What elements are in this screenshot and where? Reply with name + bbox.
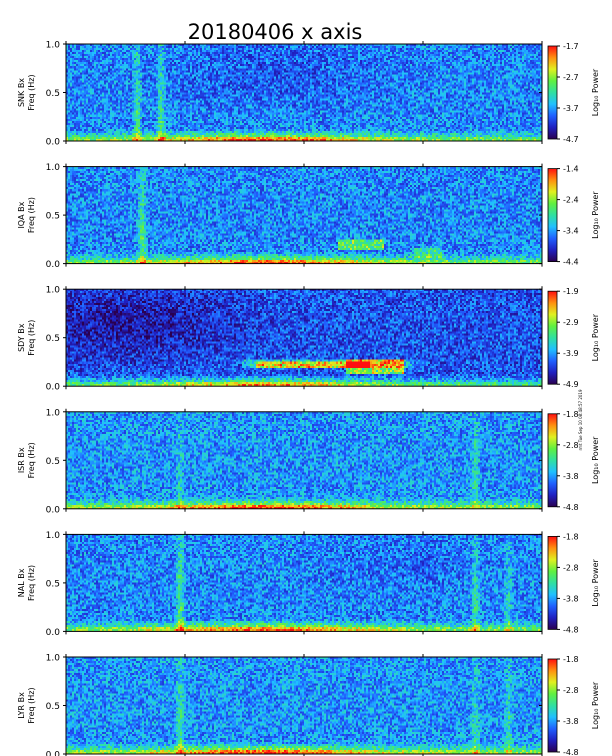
panel-isr: 0.0 0.5 1.0 ISR Bx Freq (Hz) -1.8 -2.8 -3.8 -4.8… xyxy=(17,408,600,515)
colorbar-tick-label: -2.7 xyxy=(563,73,579,82)
colorbar-tick-label: -2.9 xyxy=(563,318,579,327)
y-tick-label: 1.0 xyxy=(46,531,61,541)
y-tick-label: 0.0 xyxy=(46,260,61,270)
colorbar-tick-label: -2.8 xyxy=(563,441,579,450)
colorbar-tick-label: -3.8 xyxy=(563,717,579,726)
y-tick-label: 0.5 xyxy=(46,212,60,222)
colorbar-tick-label: -1.8 xyxy=(563,410,579,419)
colorbar-tick-label: -4.8 xyxy=(563,503,579,512)
panel-nal: 0.0 0.5 1.0 NAL Bx Freq (Hz) -1.8 -2.8 -3.8 -4.8… xyxy=(17,531,600,638)
y-axis-label-freq: Freq (Hz) xyxy=(27,442,36,478)
colorbar-label: Log₁₀ Power xyxy=(591,191,600,239)
y-tick-label: 1.0 xyxy=(46,41,61,51)
colorbar-tick-label: -1.8 xyxy=(563,655,579,664)
y-axis-label-station: SDY Bx xyxy=(17,323,26,352)
colorbar xyxy=(547,536,558,630)
y-tick-label: 0.0 xyxy=(46,138,61,148)
y-tick-label: 1.0 xyxy=(46,408,61,418)
y-tick-label: 0.0 xyxy=(46,751,61,756)
y-axis-label-freq: Freq (Hz) xyxy=(27,565,36,601)
colorbar-tick-label: -4.4 xyxy=(563,258,579,267)
colorbar-tick-label: -3.4 xyxy=(563,227,579,236)
colorbar-tick-label: -2.4 xyxy=(563,196,579,205)
colorbar-tick-label: -3.9 xyxy=(563,349,579,358)
y-tick-label: 0.5 xyxy=(46,457,60,467)
colorbar xyxy=(547,45,558,140)
colorbar-tick-label: -4.7 xyxy=(563,135,579,144)
y-tick-label: 1.0 xyxy=(46,654,61,664)
y-tick-label: 0.5 xyxy=(46,334,60,344)
spectrogram-nal xyxy=(66,534,542,632)
colorbar-tick-label: -3.8 xyxy=(563,594,579,603)
y-axis-label-station: ISR Bx xyxy=(17,447,26,473)
colorbar-tick-label: -1.9 xyxy=(563,287,579,296)
spectrogram-iqa xyxy=(66,166,542,264)
y-axis-label-station: NAL Bx xyxy=(17,568,26,597)
colorbar-tick-label: -4.8 xyxy=(563,625,579,634)
colorbar-label: Log₁₀ Power xyxy=(591,436,600,484)
panel-iqa: 0.0 0.5 1.0 IQA Bx Freq (Hz) -1.4 -2.4 -3.4 -4.4… xyxy=(17,163,600,270)
panel-lyr: 0.0 0.5 1.0 LYR Bx Freq (Hz) -1.8 -2.8 -3.8 -4.8… xyxy=(17,654,600,756)
y-tick-label: 0.0 xyxy=(46,628,61,638)
colorbar xyxy=(547,168,558,263)
colorbar-tick-label: -2.8 xyxy=(563,563,579,572)
y-tick-label: 1.0 xyxy=(46,163,61,173)
y-axis-label-freq: Freq (Hz) xyxy=(27,320,36,356)
y-axis-label-freq: Freq (Hz) xyxy=(27,197,36,233)
y-axis-label-freq: Freq (Hz) xyxy=(27,687,36,723)
y-tick-label: 0.0 xyxy=(46,505,61,515)
colorbar-tick-label: -4.9 xyxy=(563,380,579,389)
colorbar xyxy=(547,413,558,508)
colorbar-label: Log₁₀ Power xyxy=(591,558,600,606)
side-stamp: rmt Tue Sep 10 08:48:57 2019 xyxy=(578,389,583,450)
y-axis-label-station: IQA Bx xyxy=(17,201,26,228)
y-axis-label-freq: Freq (Hz) xyxy=(27,74,36,110)
colorbar-tick-label: -1.8 xyxy=(563,532,579,541)
chart-title: 20180406 x axis xyxy=(188,20,363,44)
colorbar-tick-label: -2.8 xyxy=(563,686,579,695)
panel-snk: 0.0 0.5 1.0 SNK Bx Freq (Hz) -1.7 -2.7 -3.7 -4.7… xyxy=(17,41,600,148)
colorbar-tick-label: -3.8 xyxy=(563,472,579,481)
y-tick-label: 1.0 xyxy=(46,286,61,296)
colorbar-tick-label: -3.7 xyxy=(563,104,579,113)
spectrogram-snk xyxy=(66,44,542,141)
colorbar-label: Log₁₀ Power xyxy=(591,68,600,116)
colorbar xyxy=(547,290,558,385)
y-tick-label: 0.5 xyxy=(46,579,60,589)
y-tick-label: 0.5 xyxy=(46,89,60,99)
panel-sdy: 0.0 0.5 1.0 SDY Bx Freq (Hz) -1.9 -2.9 -3.9 -4.9… xyxy=(17,286,600,393)
spectrogram-lyr xyxy=(66,657,542,754)
colorbar-tick-label: -4.8 xyxy=(563,748,579,756)
y-axis-label-station: LYR Bx xyxy=(17,692,26,719)
colorbar xyxy=(547,658,558,753)
colorbar-label: Log₁₀ Power xyxy=(591,313,600,361)
y-axis-label-station: SNK Bx xyxy=(17,78,26,107)
colorbar-tick-label: -1.7 xyxy=(563,42,579,51)
colorbar-label: Log₁₀ Power xyxy=(591,681,600,729)
y-tick-label: 0.0 xyxy=(46,383,61,393)
spectrogram-isr xyxy=(66,411,542,509)
y-tick-label: 0.5 xyxy=(46,702,60,712)
colorbar-tick-label: -1.4 xyxy=(563,165,579,174)
spectrogram-sdy xyxy=(66,289,542,387)
